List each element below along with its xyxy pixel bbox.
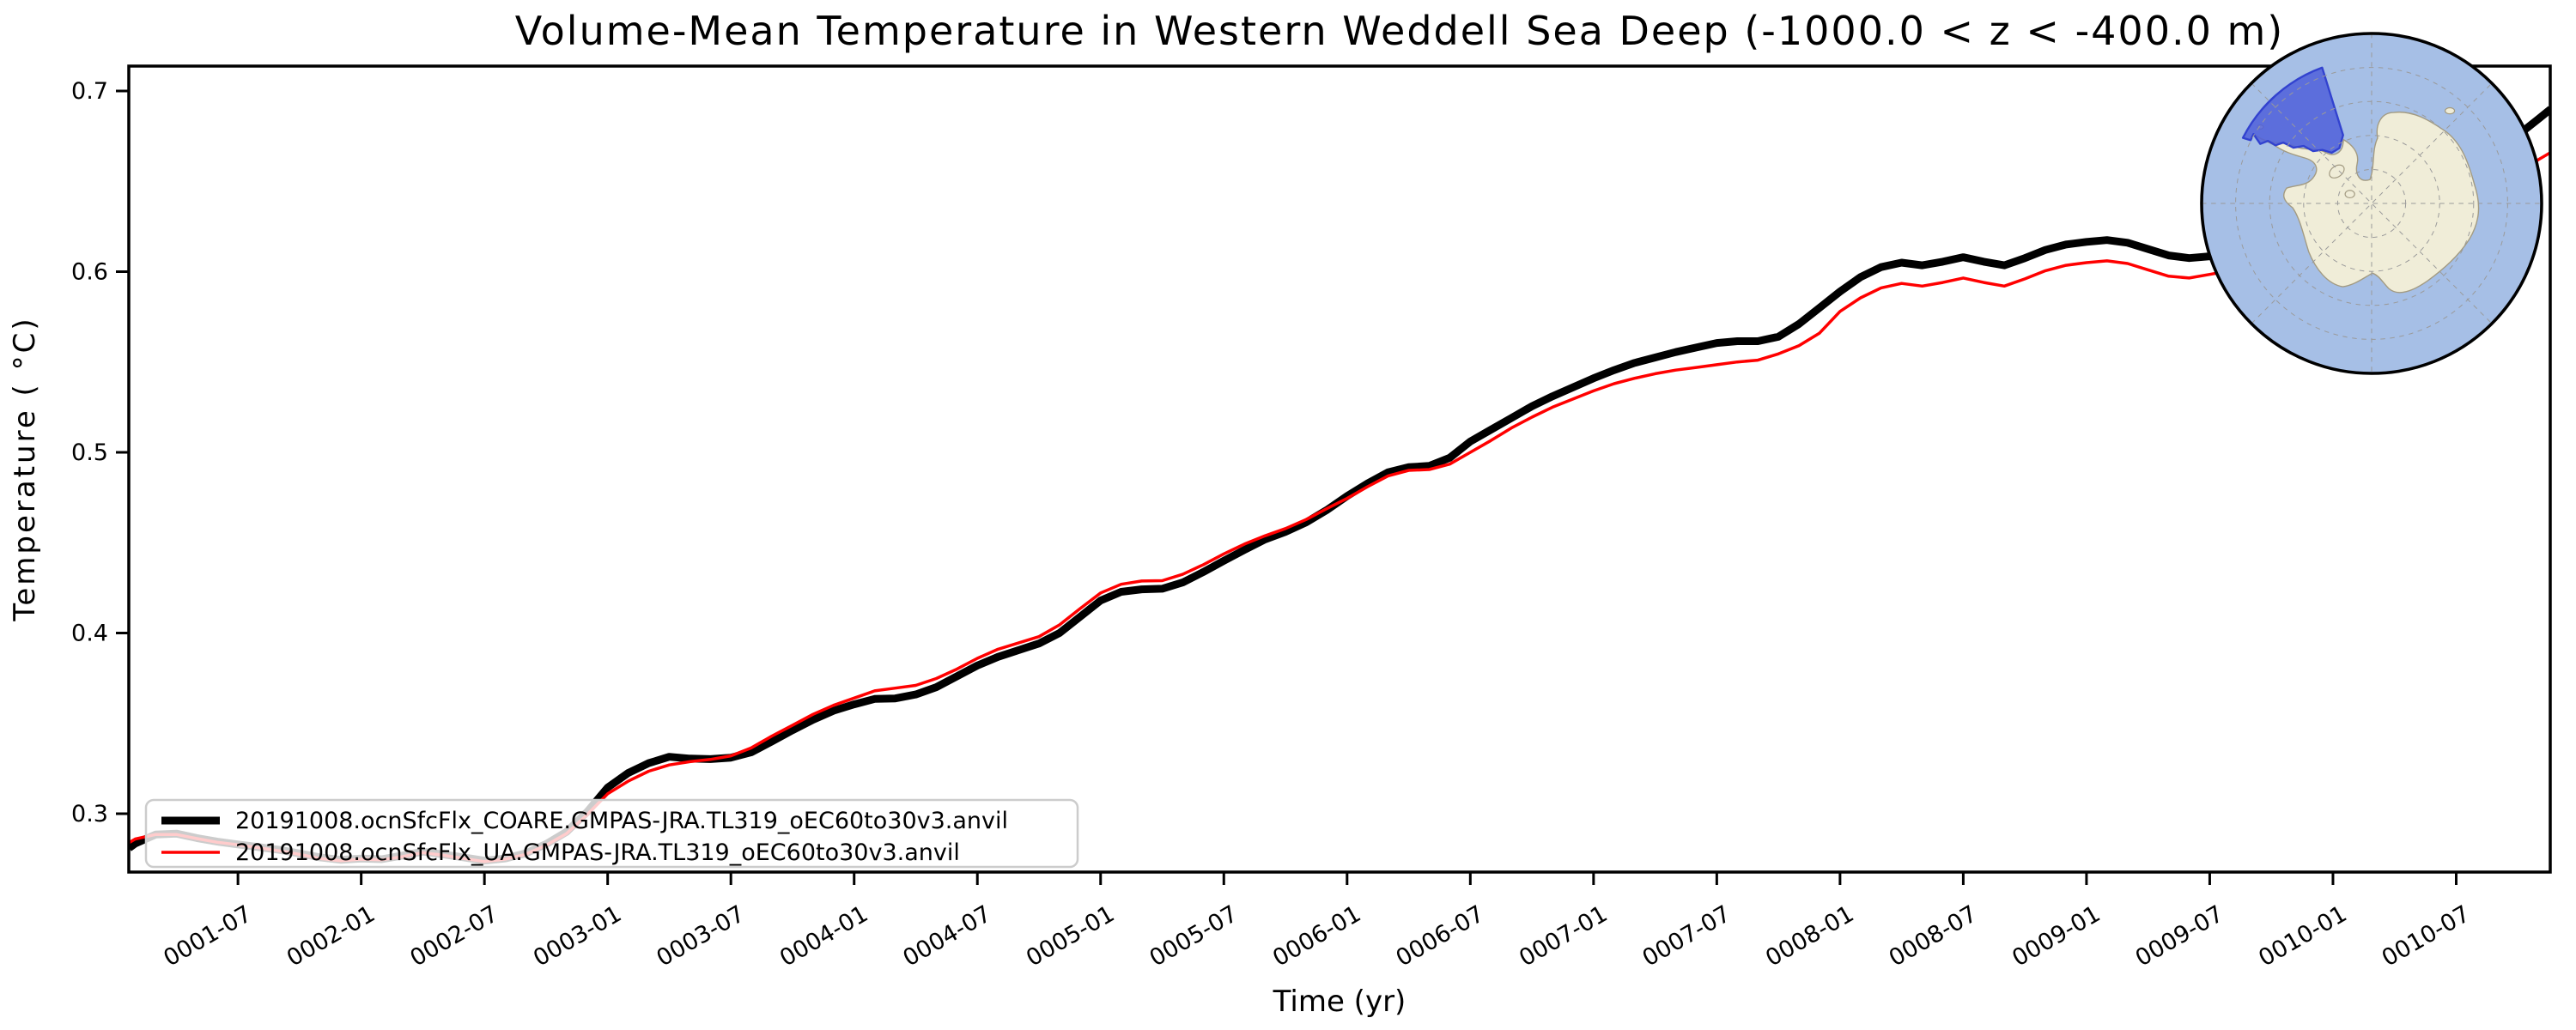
map-graticule [2202,33,2542,373]
x-tick-label: 0010-07 [2378,900,2475,972]
x-tick-label: 0002-07 [405,900,502,972]
legend-box [144,798,1079,869]
chart-title: Volume-Mean Temperature in Western Wedde… [515,8,2284,54]
axes-spines [127,64,2552,874]
x-tick-label: 0007-07 [1638,900,1735,972]
series-line-coare [129,106,2550,865]
x-tick-label: 0008-07 [1885,900,1982,972]
x-tick-label: 0003-07 [653,900,750,972]
x-tick-label: 0005-07 [1145,900,1242,972]
x-tick-label: 0002-01 [283,900,380,972]
y-tick-label: 0.5 [71,439,108,466]
x-tick-label: 0008-01 [1761,900,1858,972]
legend-entry-label: 20191008.ocnSfcFlx_COARE.GMPAS-JRA.TL319… [235,808,1008,834]
x-tick-label: 0004-07 [899,900,996,972]
y-axis-ticks: 0.3 0.4 0.5 0.6 0.7 [71,78,129,827]
data-series [129,106,2550,865]
x-tick-label: 0005-01 [1022,900,1119,972]
legend-entry-label: 20191008.ocnSfcFlx_UA.GMPAS-JRA.TL319_oE… [235,839,960,866]
y-axis-label: Temperature ( °C) [8,316,42,621]
x-axis-ticks: 0001-07 0002-01 0002-07 0003-01 0003-07 0004-… [159,872,2475,972]
antarctica-landmass [2255,111,2480,294]
map-outline [2200,32,2543,375]
map-island [2329,164,2345,179]
x-tick-label: 0007-01 [1515,900,1612,972]
legend: 20191008.ocnSfcFlx_COARE.GMPAS-JRA.TL319… [144,798,1079,869]
map-island [2444,106,2456,115]
x-tick-label: 0004-01 [775,900,872,972]
x-tick-label: 0003-01 [529,900,626,972]
x-axis-label: Time (yr) [1273,985,1406,1019]
x-tick-label: 0009-07 [2131,900,2228,972]
highlighted-region-western-weddell [2241,66,2344,154]
y-tick-label: 0.7 [71,78,108,105]
antarctica-inset-map [2200,32,2543,375]
y-tick-label: 0.4 [71,621,108,647]
x-tick-label: 0006-01 [1268,900,1365,972]
x-tick-label: 0010-01 [2254,900,2351,972]
x-tick-label: 0001-07 [159,900,256,972]
x-tick-label: 0009-01 [2008,900,2105,972]
map-island [2344,190,2355,199]
y-tick-label: 0.3 [71,801,108,827]
y-tick-label: 0.6 [71,259,108,286]
x-tick-label: 0006-07 [1392,900,1489,972]
